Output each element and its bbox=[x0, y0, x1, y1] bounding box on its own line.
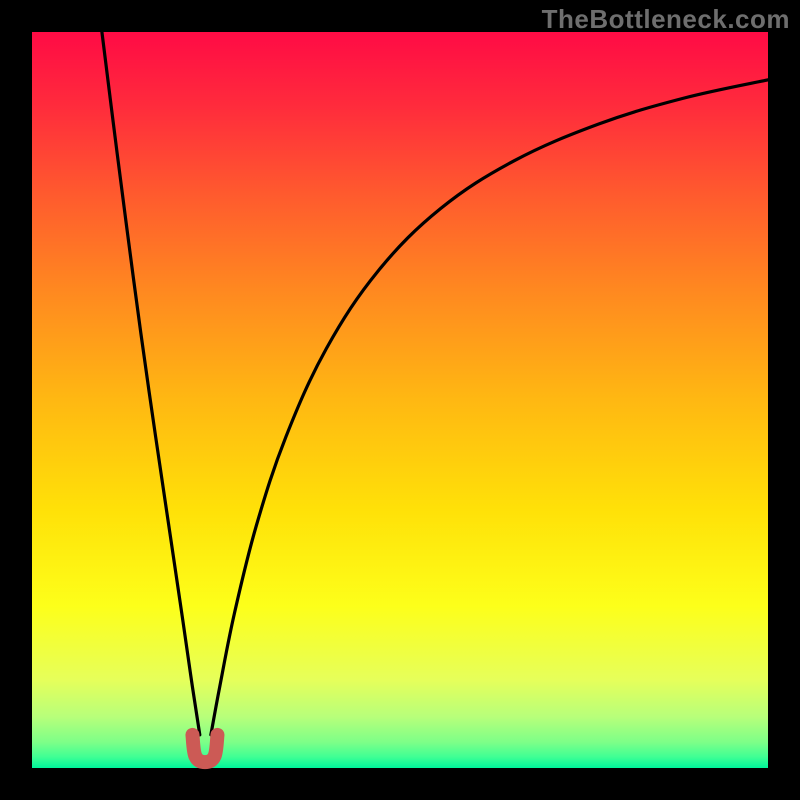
chart-frame bbox=[0, 0, 800, 800]
bottleneck-chart bbox=[0, 0, 800, 800]
watermark-text: TheBottleneck.com bbox=[542, 4, 790, 35]
gradient-background bbox=[32, 32, 768, 768]
